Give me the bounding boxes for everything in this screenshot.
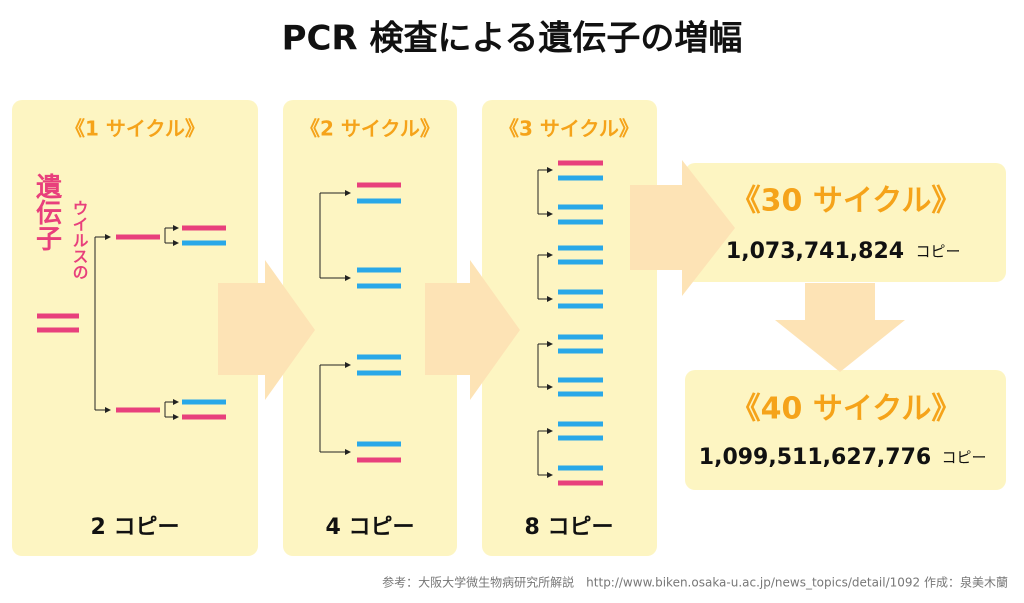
footer: 参考：大阪大学微生物病研究所解説 http://www.biken.osaka-… xyxy=(382,575,1008,590)
strand xyxy=(558,480,603,486)
gene-label: 遺伝子 xyxy=(32,173,62,251)
panel xyxy=(12,100,258,556)
strand xyxy=(357,457,401,463)
arrow xyxy=(218,260,315,400)
cycle-heading: 《1 サイクル》 xyxy=(65,117,205,141)
strand xyxy=(357,441,401,447)
strand xyxy=(558,160,603,166)
cycle-heading: 《3 サイクル》 xyxy=(499,117,639,141)
strand xyxy=(558,259,603,265)
result-box xyxy=(685,163,1006,282)
arrow xyxy=(630,160,735,296)
strand xyxy=(558,204,603,210)
strand xyxy=(558,303,603,309)
strand xyxy=(558,334,603,340)
arrow xyxy=(775,283,905,372)
copies: 4 コピー xyxy=(326,515,415,540)
strand xyxy=(357,182,401,188)
strand xyxy=(357,354,401,360)
result-box xyxy=(685,370,1006,490)
strand xyxy=(182,414,226,420)
copies: 2 コピー xyxy=(91,515,180,540)
strand xyxy=(558,289,603,295)
panel xyxy=(482,100,657,556)
strand xyxy=(116,234,160,240)
arrow xyxy=(425,260,520,400)
strand xyxy=(182,399,226,405)
strand xyxy=(558,465,603,471)
strand xyxy=(182,240,226,246)
strand xyxy=(37,313,79,319)
result-unit: コピー xyxy=(915,243,960,261)
copies: 8 コピー xyxy=(525,515,614,540)
strand xyxy=(357,267,401,273)
cycle-heading: 《2 サイクル》 xyxy=(300,117,440,141)
strand xyxy=(558,391,603,397)
result-count: 1,073,741,824 xyxy=(726,239,904,264)
result-heading: 《30 サイクル》 xyxy=(731,184,962,219)
strand xyxy=(558,435,603,441)
strand xyxy=(182,225,226,231)
strands xyxy=(37,160,603,486)
strand xyxy=(357,198,401,204)
strand xyxy=(558,348,603,354)
strand xyxy=(116,407,160,413)
strand xyxy=(357,370,401,376)
strand xyxy=(558,421,603,427)
strand xyxy=(558,219,603,225)
strand xyxy=(37,327,79,333)
strand xyxy=(558,245,603,251)
result-count: 1,099,511,627,776 xyxy=(699,445,931,470)
panel xyxy=(283,100,457,556)
strand xyxy=(558,377,603,383)
result-unit: コピー xyxy=(941,449,986,467)
strand xyxy=(558,175,603,181)
title: PCR 検査による遺伝子の増幅 xyxy=(282,19,743,59)
result-heading: 《40 サイクル》 xyxy=(731,392,962,427)
strand xyxy=(357,283,401,289)
virus-label: ウイルスの xyxy=(70,200,89,280)
